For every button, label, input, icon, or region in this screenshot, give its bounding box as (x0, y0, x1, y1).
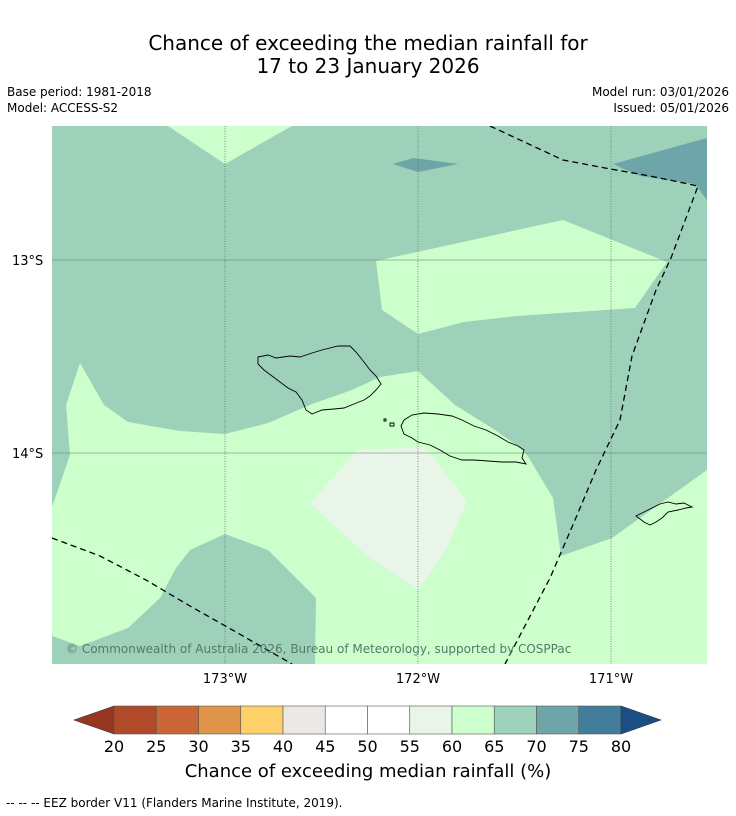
title-line-2: 17 to 23 January 2026 (256, 54, 480, 78)
colorbar-cell (240, 705, 284, 735)
region-60-65-north (168, 126, 292, 164)
gridlines (52, 126, 707, 664)
colorbar-tick-label: 40 (273, 737, 293, 756)
lon-label-173w: 173°W (203, 672, 247, 687)
region-70-75-small (393, 158, 458, 172)
apolima-island (389, 422, 395, 427)
colorbar-under-arrow (73, 705, 115, 735)
eez-north-east (489, 126, 699, 664)
colorbar-cell (367, 705, 411, 735)
model-name: Model: ACCESS-S2 (7, 101, 119, 115)
colorbar-over-arrow (620, 705, 662, 735)
colorbar-tick-label: 35 (231, 737, 251, 756)
base-period: Base period: 1981-2018 (7, 85, 152, 99)
colorbar-cell (536, 705, 580, 735)
colorbar-tick-label: 30 (188, 737, 208, 756)
eez-legend: -- -- -- EEZ border V11 (Flanders Marine… (6, 796, 343, 810)
upolu-island (400, 412, 527, 465)
tutuila-island (635, 501, 694, 526)
colorbar-cell (198, 705, 242, 735)
colorbar: 20 25 30 35 40 45 50 55 60 65 70 75 80 (73, 705, 662, 756)
colorbar-label: Chance of exceeding median rainfall (%) (184, 761, 552, 782)
colorbar-tick-label: 25 (146, 737, 166, 756)
savaii-island (257, 345, 382, 415)
lat-label-13s: 13°S (12, 254, 43, 269)
colorbar-cell (409, 705, 453, 735)
coastlines (257, 345, 694, 526)
eez-borders (52, 126, 699, 664)
colorbar-cell (451, 705, 495, 735)
lon-label-171w: 171°W (589, 672, 633, 687)
colorbar-cell (493, 705, 537, 735)
model-run: Model run: 03/01/2026 (591, 85, 729, 99)
region-70-75-east (613, 138, 707, 200)
colorbar-tick-label: 20 (104, 737, 124, 756)
colorbar-ticks: 20 25 30 35 40 45 50 55 60 65 70 75 80 (104, 737, 631, 756)
colorbar-cells (113, 705, 622, 735)
colorbar-cell (155, 705, 199, 735)
manono-island (383, 418, 387, 422)
region-55-60 (310, 447, 467, 590)
colorbar-tick-label: 45 (315, 737, 335, 756)
colorbar-cell (282, 705, 326, 735)
lon-label-172w: 172°W (396, 672, 440, 687)
map-panel: © Commonwealth of Australia 2026, Bureau… (52, 126, 707, 664)
colorbar-tick-label: 60 (442, 737, 462, 756)
colorbar-tick-label: 55 (400, 737, 420, 756)
colorbar-tick-label: 75 (569, 737, 589, 756)
colorbar-tick-label: 50 (357, 737, 377, 756)
colorbar-tick-label: 80 (611, 737, 631, 756)
colorbar-tick-label: 65 (484, 737, 504, 756)
colorbar-cell (113, 705, 157, 735)
region-60-65-east (376, 220, 667, 334)
colorbar-tick-label: 70 (526, 737, 546, 756)
colorbar-cell (578, 705, 622, 735)
issued-date: Issued: 05/01/2026 (613, 101, 729, 115)
title-line-1: Chance of exceeding the median rainfall … (148, 31, 588, 55)
copyright-text: © Commonwealth of Australia 2026, Bureau… (66, 642, 571, 656)
eez-south-west (52, 537, 293, 664)
colorbar-cell (324, 705, 368, 735)
axis-labels: 13°S 14°S 173°W 172°W 171°W (12, 254, 633, 687)
lat-label-14s: 14°S (12, 447, 43, 462)
